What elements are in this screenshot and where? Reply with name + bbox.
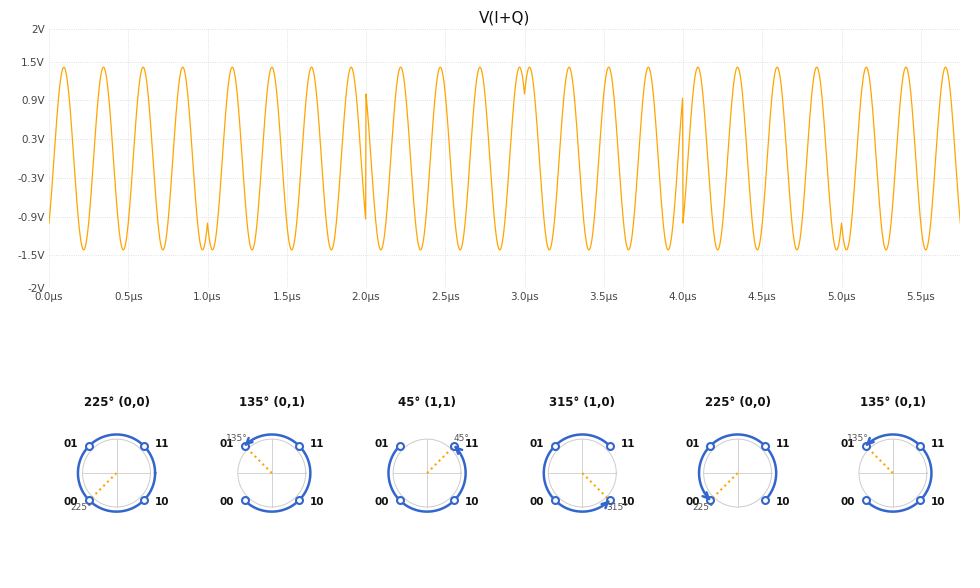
Text: 11: 11 bbox=[776, 439, 790, 449]
Text: 10: 10 bbox=[620, 497, 635, 507]
Text: 11: 11 bbox=[310, 439, 324, 449]
Text: 11: 11 bbox=[620, 439, 635, 449]
Text: 00: 00 bbox=[530, 497, 544, 507]
Text: 01: 01 bbox=[374, 439, 389, 449]
Text: 01: 01 bbox=[64, 439, 78, 449]
Text: 00: 00 bbox=[220, 497, 233, 507]
Text: 10: 10 bbox=[466, 497, 479, 507]
Title: 225° (0,0): 225° (0,0) bbox=[705, 396, 770, 409]
Text: 135°: 135° bbox=[847, 433, 869, 443]
Text: 225°: 225° bbox=[71, 503, 92, 513]
Text: 01: 01 bbox=[840, 439, 855, 449]
Text: 11: 11 bbox=[466, 439, 479, 449]
Title: 135° (0,1): 135° (0,1) bbox=[859, 396, 926, 409]
Text: 135°: 135° bbox=[226, 433, 248, 443]
Title: 135° (0,1): 135° (0,1) bbox=[239, 396, 305, 409]
Text: 00: 00 bbox=[685, 497, 700, 507]
Title: 45° (1,1): 45° (1,1) bbox=[398, 396, 456, 409]
Text: 00: 00 bbox=[840, 497, 855, 507]
Title: 225° (0,0): 225° (0,0) bbox=[83, 396, 150, 409]
Text: 01: 01 bbox=[685, 439, 700, 449]
Text: 00: 00 bbox=[374, 497, 389, 507]
Text: 10: 10 bbox=[310, 497, 324, 507]
Text: 11: 11 bbox=[931, 439, 946, 449]
Text: 11: 11 bbox=[155, 439, 170, 449]
Text: 00: 00 bbox=[64, 497, 78, 507]
Text: 315°: 315° bbox=[607, 503, 628, 513]
Title: 315° (1,0): 315° (1,0) bbox=[550, 396, 615, 409]
Text: 45°: 45° bbox=[454, 433, 470, 443]
Text: 01: 01 bbox=[530, 439, 544, 449]
Title: V(I+Q): V(I+Q) bbox=[479, 11, 530, 25]
Text: 10: 10 bbox=[931, 497, 946, 507]
Text: 10: 10 bbox=[776, 497, 790, 507]
Text: 225°: 225° bbox=[692, 503, 713, 513]
Text: 10: 10 bbox=[155, 497, 170, 507]
Text: 01: 01 bbox=[220, 439, 233, 449]
